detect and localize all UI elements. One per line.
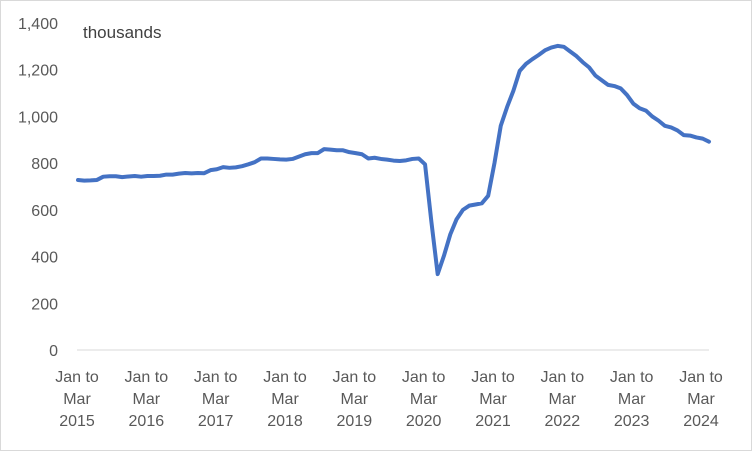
series-line [76, 43, 711, 277]
x-tick-label: Jan to Mar 2016 [125, 369, 169, 430]
x-tick-label: Jan to Mar 2015 [55, 369, 99, 430]
y-tick-label: 0 [49, 343, 58, 360]
y-axis-ticks: 1,400 1,200 1,000 800 600 400 200 0 [18, 16, 58, 360]
y-tick-label: 1,400 [18, 16, 58, 33]
x-tick-label: Jan to Mar 2021 [471, 369, 515, 430]
x-tick-label: Jan to Mar 2019 [333, 369, 377, 430]
x-tick-label: Jan to Mar 2020 [402, 369, 446, 430]
x-tick-label: Jan to Mar 2022 [541, 369, 585, 430]
x-tick-label: Jan to Mar 2018 [263, 369, 307, 430]
y-tick-label: 800 [31, 156, 58, 173]
x-tick-label: Jan to Mar 2024 [679, 369, 723, 430]
x-tick-label: Jan to Mar 2017 [194, 369, 238, 430]
y-tick-label: 1,200 [18, 63, 58, 80]
x-axis-ticks: Jan to Mar 2015 Jan to Mar 2016 Jan to Mar 2017 J… [55, 369, 723, 430]
y-tick-label: 400 [31, 250, 58, 267]
y-tick-label: 1,000 [18, 109, 58, 126]
x-tick-label: Jan to Mar 2023 [610, 369, 654, 430]
y-tick-label: 600 [31, 203, 58, 220]
unit-label: thousands [83, 23, 161, 42]
y-tick-label: 200 [31, 296, 58, 313]
